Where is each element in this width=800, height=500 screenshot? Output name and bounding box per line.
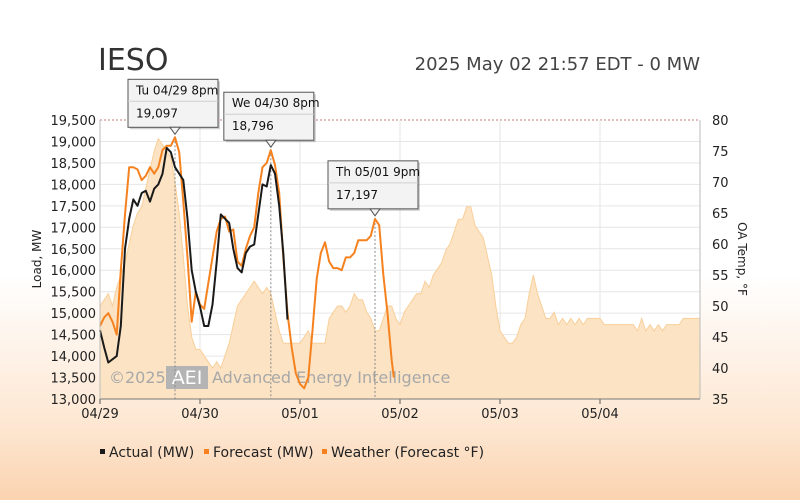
legend-label: Actual (MW)	[109, 445, 194, 461]
weather-series	[99, 137, 700, 399]
y-tick-label: 18,000	[51, 178, 97, 193]
y-tick-label: 18,500	[51, 157, 97, 172]
watermark-text: Advanced Energy Intelligence	[212, 368, 450, 387]
legend-label: Weather (Forecast °F)	[331, 445, 484, 461]
tooltip-value: 17,197	[336, 188, 378, 202]
tooltip-pointer	[264, 139, 277, 149]
y2-tick-label: 70	[712, 176, 729, 191]
tooltip-pointer	[169, 126, 181, 136]
y2-tick-label: 45	[712, 331, 729, 346]
x-tick-label: 05/03	[481, 407, 518, 422]
y2-tick-label: 55	[712, 269, 729, 284]
y-tick-label: 14,500	[51, 329, 97, 344]
y2-tick-label: 35	[712, 393, 729, 408]
tooltip-value: 18,796	[232, 119, 274, 133]
y-tick-label: 13,000	[51, 393, 97, 408]
y-tick-label: 16,500	[51, 243, 97, 258]
tooltip-box	[223, 91, 315, 141]
legend-marker	[322, 449, 327, 454]
y-tick-label: 16,000	[51, 264, 97, 279]
tooltip-label: Th 05/01 9pm	[335, 165, 420, 179]
annotation-guides	[174, 137, 376, 399]
y2-tick-label: 40	[712, 362, 729, 377]
tooltip-pointer	[369, 208, 381, 217]
legend-marker	[204, 449, 209, 454]
y-tick-label: 14,000	[51, 350, 97, 365]
y-tick-label: 15,500	[51, 286, 97, 301]
watermark-logo: AEI	[172, 367, 203, 389]
tooltip-value: 19,097	[136, 106, 178, 120]
actual-line	[99, 146, 289, 364]
axes: 13,000 13,500 14,000 14,500 15,000 15,500 16,0…	[51, 114, 729, 422]
y-tick-label: 15,000	[51, 307, 97, 322]
tooltip-label: We 04/30 8pm	[232, 96, 320, 110]
x-tick-label: 05/02	[381, 407, 418, 422]
x-tick-label: 04/29	[81, 407, 118, 422]
weather-line	[99, 137, 700, 370]
chart-title: IESO	[98, 43, 168, 78]
y2-tick-label: 80	[712, 114, 729, 129]
y2-tick-label: 75	[712, 145, 729, 160]
y-tick-label: 17,500	[51, 200, 97, 215]
tooltip-box	[127, 78, 219, 128]
tooltip-box	[327, 160, 419, 210]
legend-marker	[100, 449, 105, 454]
y2-tick-label: 60	[712, 238, 729, 253]
y-tick-label: 13,500	[51, 372, 97, 387]
y-tick-label: 19,000	[51, 135, 97, 150]
legend-label: Forecast (MW)	[213, 445, 314, 461]
legend: Actual (MW) Forecast (MW) Weather (Forecas…	[100, 445, 484, 461]
y-axis-title: Load, MW	[30, 230, 44, 289]
y-tick-label: 17,000	[51, 221, 97, 236]
y-tick-label: 19,500	[51, 114, 97, 129]
weather-area	[100, 138, 700, 399]
load-series	[99, 136, 395, 390]
chart-subtitle: 2025 May 02 21:57 EDT - 0 MW	[415, 54, 701, 75]
x-tick-label: 05/01	[281, 407, 318, 422]
y2-axis-title: OA Temp, °F	[735, 222, 749, 296]
watermark: ©2025 AEI Advanced Energy Intelligence	[109, 366, 450, 389]
y2-tick-label: 65	[712, 207, 729, 222]
tooltip-label: Tu 04/29 8pm	[135, 83, 218, 97]
x-tick-label: 04/30	[181, 407, 218, 422]
tooltips: Tu 04/29 8pm 19,097 We 04/30 8pm 18,796 Th 0…	[127, 78, 420, 217]
y2-tick-label: 50	[712, 300, 729, 315]
watermark-copyright: ©2025	[109, 368, 166, 387]
watermark-logo-box	[166, 366, 208, 389]
x-tick-label: 05/04	[581, 407, 618, 422]
forecast-line	[99, 136, 395, 390]
